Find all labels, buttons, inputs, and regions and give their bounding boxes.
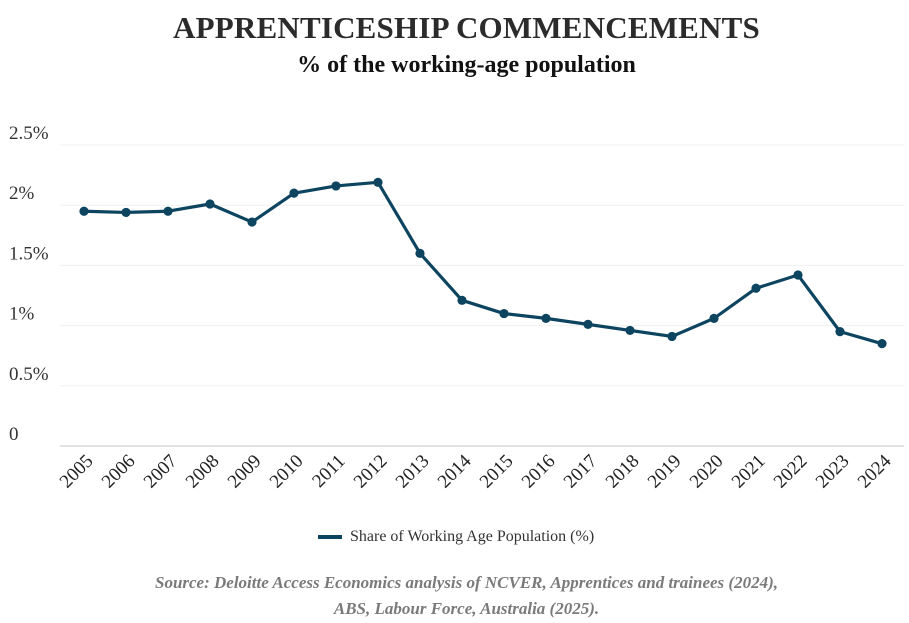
legend-label: Share of Working Age Population (%) xyxy=(350,528,595,545)
x-tick-label: 2019 xyxy=(644,451,686,493)
series-points xyxy=(79,177,887,349)
x-tick-label: 2005 xyxy=(56,451,98,493)
data-point xyxy=(79,206,89,216)
x-tick-label: 2009 xyxy=(224,451,266,493)
x-tick-label: 2015 xyxy=(476,451,518,493)
y-tick-label: 1.5% xyxy=(9,243,49,264)
x-tick-label: 2013 xyxy=(392,451,434,493)
x-tick-label: 2007 xyxy=(140,451,182,493)
chart-title: APPRENTICESHIP COMMENCEMENTS xyxy=(173,10,760,45)
x-tick-label: 2023 xyxy=(812,451,854,493)
x-tick-label: 2024 xyxy=(854,450,896,492)
x-tick-label: 2021 xyxy=(728,451,770,493)
source-note: Source: Deloitte Access Economics analys… xyxy=(0,570,909,622)
data-point xyxy=(751,283,761,293)
series-line-layer xyxy=(83,180,883,346)
x-tick-label: 2022 xyxy=(770,451,812,493)
data-point xyxy=(835,327,845,337)
data-point xyxy=(877,339,887,349)
x-tick-label: 2020 xyxy=(686,451,728,493)
x-tick-label: 2016 xyxy=(518,451,560,493)
data-point xyxy=(415,248,425,258)
legend-swatch xyxy=(318,535,342,539)
data-point xyxy=(709,313,719,323)
x-tick-label: 2010 xyxy=(266,451,308,493)
x-tick-label: 2014 xyxy=(434,450,476,492)
x-tick-label: 2018 xyxy=(602,451,644,493)
series-line xyxy=(83,180,883,346)
data-point xyxy=(289,188,299,198)
data-point xyxy=(247,217,257,227)
data-point xyxy=(625,325,635,336)
x-tick-label: 2017 xyxy=(560,451,602,493)
data-point xyxy=(499,308,509,319)
chart-subtitle: % of the working-age population xyxy=(297,52,636,78)
y-tick-label: 2% xyxy=(9,183,35,204)
x-tick-label: 2012 xyxy=(350,451,392,493)
legend: Share of Working Age Population (%) xyxy=(318,528,594,546)
y-axis-ticks: 0 0.5% 1% 1.5% 2% 2.5% xyxy=(9,123,49,445)
data-point xyxy=(457,295,467,305)
data-point xyxy=(163,206,173,216)
source-line-1: Source: Deloitte Access Economics analys… xyxy=(154,573,778,592)
data-point xyxy=(541,313,551,323)
data-point xyxy=(373,177,383,187)
x-tick-label: 2011 xyxy=(308,451,349,492)
data-point xyxy=(667,331,677,342)
data-point xyxy=(331,181,341,191)
x-tick-label: 2006 xyxy=(98,451,140,493)
data-point xyxy=(121,207,131,218)
x-axis-ticks: 2005 2006 2007 2008 2009 2010 2011 2012 2013 2014… xyxy=(56,450,896,492)
y-tick-label: 1% xyxy=(9,304,35,325)
data-point xyxy=(793,270,803,280)
y-tick-label: 0 xyxy=(9,424,19,445)
data-point xyxy=(205,199,215,209)
y-tick-label: 0.5% xyxy=(9,364,49,385)
gridlines xyxy=(60,144,904,447)
y-tick-label: 2.5% xyxy=(9,123,49,144)
source-line-2: ABS, Labour Force, Australia (2025). xyxy=(333,599,600,618)
x-tick-label: 2008 xyxy=(182,451,224,493)
data-point xyxy=(583,319,593,329)
